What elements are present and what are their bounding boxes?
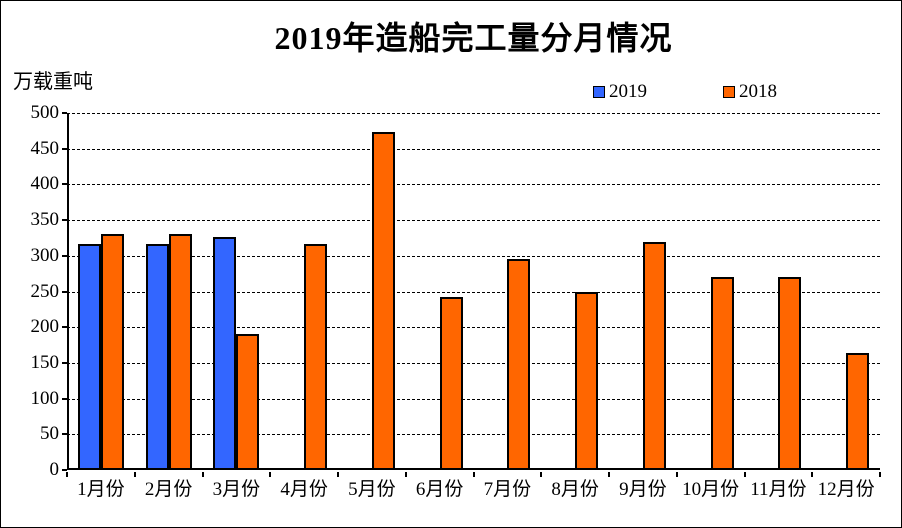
x-axis-label-9: 9月份 (619, 479, 667, 500)
x-axis-tick-9 (675, 472, 678, 477)
y-axis-tick-50 (62, 433, 67, 436)
x-axis-tick-4 (337, 472, 339, 477)
legend-item-2018: 2018 (723, 81, 777, 102)
x-axis-tick-2 (201, 472, 204, 477)
bar-2018-2月份 (168, 233, 192, 470)
bar-2018-10月份 (710, 276, 734, 470)
gridline-500 (67, 113, 880, 114)
x-axis-line (67, 468, 880, 470)
y-axis-tick-350 (62, 219, 67, 222)
x-axis-label-5: 5月份 (348, 479, 396, 500)
bar-2018-1月份 (100, 233, 124, 470)
x-axis-label-12: 12月份 (817, 479, 875, 500)
x-axis-tick-7 (540, 472, 543, 477)
x-axis-tick-3 (269, 472, 272, 477)
y-axis-tick-300 (62, 254, 67, 257)
legend-label-2019: 2019 (609, 81, 647, 102)
x-axis-tick-0 (66, 472, 68, 477)
y-axis-tick-label-400: 400 (30, 173, 60, 195)
y-axis-tick-label-250: 250 (30, 280, 60, 302)
bar-2019-2月份 (145, 243, 169, 470)
gridline-250 (67, 291, 880, 293)
y-axis-tick-100 (62, 397, 67, 400)
gridline-100 (67, 398, 880, 400)
x-axis-label-1: 1月份 (77, 479, 125, 500)
x-axis-label-8: 8月份 (551, 479, 599, 500)
x-axis-label-6: 6月份 (415, 479, 464, 500)
y-axis-tick-500 (62, 112, 67, 114)
bar-2018-11月份 (778, 277, 802, 470)
x-axis-label-2: 2月份 (144, 479, 193, 500)
bar-2018-9月份 (642, 241, 666, 470)
bar-2018-4月份 (304, 243, 328, 470)
y-axis-tick-label-50: 50 (40, 423, 59, 445)
y-axis-tick-label-150: 150 (30, 351, 60, 373)
y-axis-tick-label-300: 300 (30, 244, 60, 266)
bar-2018-3月份 (236, 334, 260, 470)
plot-area: 0 50 100 150 200 250 300 350 400 450 500 1月份 2月份 3月份 4… (31, 103, 881, 500)
y-axis-tick-0 (62, 469, 67, 471)
x-axis-tick-10 (743, 472, 746, 477)
x-axis-tick-1 (133, 472, 136, 477)
y-axis-tick-label-0: 0 (49, 459, 60, 480)
y-axis-tick-label-500: 500 (30, 102, 60, 123)
y-axis-tick-label-200: 200 (30, 316, 60, 338)
y-axis-tick-400 (62, 183, 67, 186)
y-axis-tick-label-450: 450 (30, 137, 60, 159)
y-axis-tick-200 (62, 326, 67, 329)
x-axis-label-7: 7月份 (483, 479, 532, 500)
gridline-300 (67, 255, 880, 257)
gridline-400 (67, 184, 880, 186)
bar-2018-12月份 (846, 352, 870, 470)
x-axis-label-3: 3月份 (212, 479, 261, 500)
y-axis-tick-label-100: 100 (30, 387, 60, 409)
bar-2018-6月份 (439, 296, 463, 470)
x-axis-label-4: 4月份 (280, 479, 328, 500)
gridline-50 (67, 434, 880, 436)
gridline-450 (67, 148, 880, 150)
bar-2018-7月份 (507, 258, 531, 470)
y-axis-unit-label: 万载重吨 (13, 71, 93, 93)
gridline-200 (67, 327, 880, 329)
y-axis-line (67, 113, 69, 470)
y-axis-tick-150 (62, 361, 67, 364)
x-axis-tick-11 (811, 472, 814, 477)
bar-2019-3月份 (213, 237, 237, 470)
x-axis-label-10: 10月份 (682, 479, 740, 500)
x-axis-tick-8 (608, 472, 610, 477)
y-axis-tick-450 (62, 147, 67, 150)
y-axis-tick-label-350: 350 (30, 209, 60, 231)
bar-2018-8月份 (575, 292, 599, 470)
bar-2019-1月份 (77, 243, 101, 470)
chart-title: 2019年造船完工量分月情况 (274, 20, 673, 56)
legend-item-2019: 2019 (593, 81, 647, 102)
gridline-350 (67, 220, 880, 222)
x-axis-tick-5 (404, 472, 407, 477)
x-axis-label-11: 11月份 (750, 479, 807, 500)
y-axis-tick-250 (62, 290, 67, 293)
legend-label-2018: 2018 (739, 81, 777, 102)
legend-swatch-2019-icon (593, 86, 605, 98)
x-axis-tick-12 (879, 472, 881, 477)
bar-2018-5月份 (371, 132, 395, 470)
x-axis-tick-6 (472, 472, 475, 477)
legend-swatch-2018-icon (723, 86, 735, 98)
gridline-150 (67, 362, 880, 364)
